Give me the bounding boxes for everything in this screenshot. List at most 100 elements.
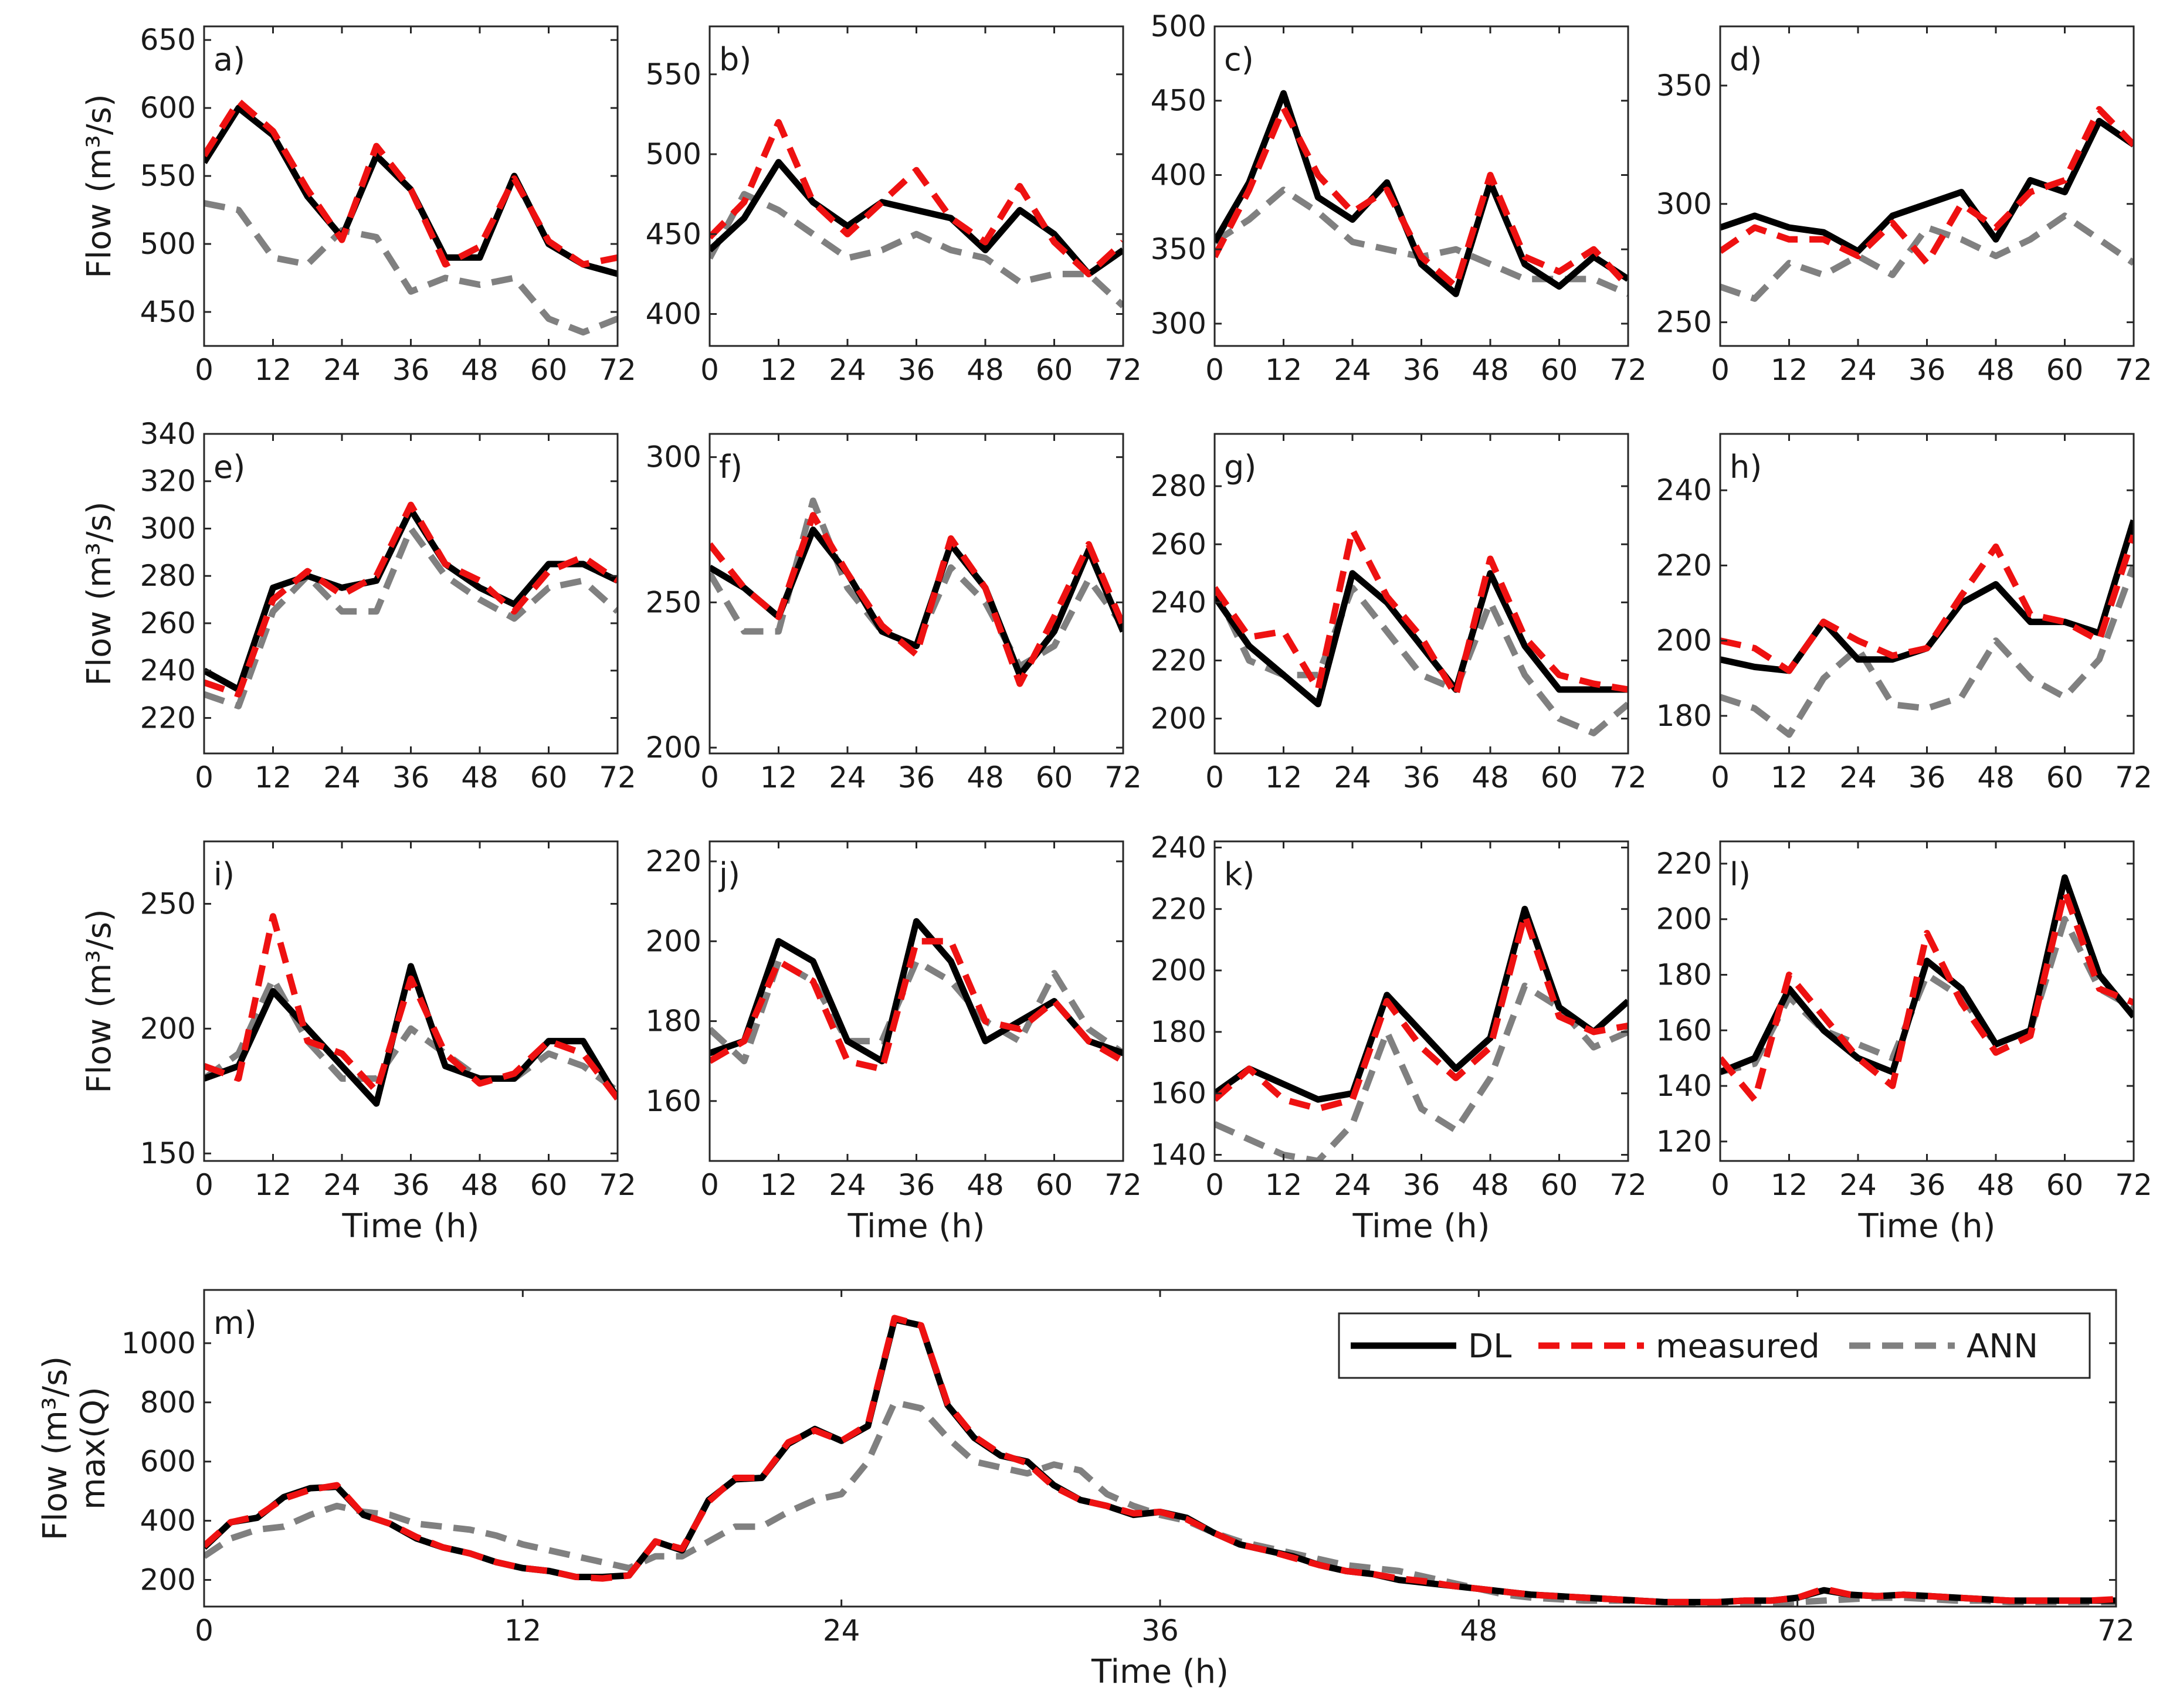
y-axis-label-a: Flow (m³/s) <box>80 94 118 278</box>
x-tick-label-i: 60 <box>530 1168 568 1202</box>
x-tick-label-d: 72 <box>2115 353 2152 387</box>
x-tick-label-l: 72 <box>2115 1168 2152 1202</box>
x-tick-label-j: 48 <box>967 1168 1004 1202</box>
series-measured-line-h <box>1720 534 2134 674</box>
panel-letter-k: k) <box>1224 856 1255 893</box>
series-measured-line-k <box>1215 912 1628 1112</box>
x-tick-label-h: 72 <box>2115 760 2152 794</box>
x-tick-label-c: 24 <box>1334 353 1371 387</box>
y-tick-label-l: 200 <box>1656 902 1712 936</box>
panel-d-series <box>1720 106 2134 302</box>
y-tick-label-a: 500 <box>140 227 196 261</box>
y-tick-label-a: 600 <box>140 91 196 125</box>
series-dl-line-l <box>1720 874 2134 1075</box>
panel-a: 0 12 24 36 48 60 72 450 500 550 600 650 a) Flow (m³/s… <box>80 23 636 387</box>
series-ann-line-l <box>1720 916 2134 1075</box>
panel-f-series <box>710 497 1123 687</box>
y-tick-label-l: 220 <box>1656 847 1712 881</box>
x-tick-label-a: 48 <box>461 353 499 387</box>
x-tick-label-h: 48 <box>1977 760 2015 794</box>
y-tick-label-c: 450 <box>1151 84 1206 118</box>
x-tick-label-b: 48 <box>967 353 1004 387</box>
x-tick-label-k: 12 <box>1265 1168 1303 1202</box>
panel-l: 0 12 24 36 48 60 72 120 140 160 180 200 220 l) Time (h… <box>1656 840 2152 1245</box>
panel-e: 0 12 24 36 48 60 72 220 240 260 280 300 320 340 e) Flow… <box>80 417 636 794</box>
y-tick-label-e: 260 <box>140 606 196 640</box>
x-tick-label-b: 60 <box>1036 353 1073 387</box>
x-tick-label-k: 36 <box>1403 1168 1440 1202</box>
y-tick-label-a: 450 <box>140 295 196 329</box>
x-tick-label-g: 48 <box>1472 760 1509 794</box>
y-axis-label2-m: max(Q) <box>74 1387 113 1510</box>
x-tick-label-j: 12 <box>760 1168 798 1202</box>
x-tick-label-h: 12 <box>1771 760 1808 794</box>
y-tick-label-f: 300 <box>646 440 701 474</box>
y-tick-label-c: 350 <box>1151 232 1206 266</box>
x-tick-label-g: 12 <box>1265 760 1303 794</box>
series-measured-line-b <box>710 119 1123 277</box>
y-tick-label-c: 500 <box>1151 9 1206 43</box>
x-tick-label-i: 24 <box>323 1168 361 1202</box>
x-tick-label-g: 0 <box>1205 760 1224 794</box>
y-tick-label-m: 800 <box>140 1386 196 1420</box>
y-tick-label-h: 240 <box>1656 473 1712 507</box>
y-tick-label-e: 280 <box>140 559 196 593</box>
series-ann-line-e <box>204 525 618 709</box>
panel-letter-j: j) <box>718 856 740 893</box>
panel-letter-c: c) <box>1224 41 1254 78</box>
series-dl-line-c <box>1215 90 1628 297</box>
x-tick-label-m: 12 <box>504 1614 542 1648</box>
x-tick-label-c: 72 <box>1609 353 1647 387</box>
panel-k: 0 12 24 36 48 60 72 140 160 180 200 220 240 k) Time (h… <box>1151 830 1647 1245</box>
panel-d: 0 12 24 36 48 60 72 250 300 350 d) <box>1656 25 2152 387</box>
x-tick-label-f: 0 <box>700 760 719 794</box>
panel-h: 0 12 24 36 48 60 72 180 200 220 240 h) <box>1656 433 2152 794</box>
x-tick-label-f: 24 <box>829 760 866 794</box>
series-ann-line-h <box>1720 564 2134 738</box>
panel-m-series <box>204 1315 2116 1607</box>
y-tick-label-h: 180 <box>1656 699 1712 733</box>
y-tick-label-g: 260 <box>1151 527 1206 561</box>
x-tick-label-e: 0 <box>195 760 213 794</box>
panel-letter-l: l) <box>1730 856 1751 893</box>
x-tick-label-h: 36 <box>1908 760 1946 794</box>
series-dl-line-j <box>710 918 1123 1065</box>
x-tick-label-l: 48 <box>1977 1168 2015 1202</box>
panel-c: 0 12 24 36 48 60 72 300 350 400 450 500 c) <box>1151 9 1647 387</box>
panel-i: 0 12 24 36 48 60 72 150 200 250 i) Time (h) Flow (m³… <box>80 840 636 1245</box>
x-tick-label-l: 36 <box>1908 1168 1946 1202</box>
x-tick-label-d: 0 <box>1711 353 1730 387</box>
x-tick-label-m: 72 <box>2097 1614 2135 1648</box>
x-tick-label-h: 60 <box>2046 760 2084 794</box>
series-ann-line-b <box>710 191 1123 308</box>
x-tick-label-g: 72 <box>1609 760 1647 794</box>
x-tick-label-m: 24 <box>823 1614 860 1648</box>
series-dl-line-b <box>710 159 1123 277</box>
y-tick-label-k: 200 <box>1151 953 1206 987</box>
x-axis-label-j: Time (h) <box>847 1207 985 1245</box>
x-tick-label-k: 48 <box>1472 1168 1509 1202</box>
y-tick-label-f: 200 <box>646 731 701 765</box>
y-axis-label-i: Flow (m³/s) <box>80 909 118 1093</box>
panel-letter-b: b) <box>719 41 751 78</box>
panel-h-series <box>1720 519 2134 738</box>
x-tick-label-m: 60 <box>1779 1614 1816 1648</box>
y-tick-label-l: 180 <box>1656 957 1712 991</box>
panel-letter-d: d) <box>1730 41 1762 78</box>
x-tick-label-e: 72 <box>599 760 636 794</box>
x-tick-label-i: 48 <box>461 1168 499 1202</box>
legend-label-dl: DL <box>1468 1327 1511 1366</box>
y-tick-label-b: 500 <box>646 137 701 171</box>
y-tick-label-e: 340 <box>140 417 196 451</box>
y-tick-label-m: 200 <box>140 1563 196 1597</box>
x-tick-label-i: 12 <box>255 1168 292 1202</box>
panel-f: 0 12 24 36 48 60 72 200 250 300 f) <box>646 433 1142 794</box>
x-tick-label-g: 36 <box>1403 760 1440 794</box>
x-tick-label-e: 48 <box>461 760 499 794</box>
legend-label-measured: measured <box>1656 1327 1820 1366</box>
x-tick-label-c: 12 <box>1265 353 1303 387</box>
panel-g-series <box>1215 527 1628 736</box>
panel-l-series <box>1720 874 2134 1103</box>
y-axis-label-m: Flow (m³/s) <box>36 1356 74 1540</box>
x-tick-label-m: 0 <box>195 1614 213 1648</box>
